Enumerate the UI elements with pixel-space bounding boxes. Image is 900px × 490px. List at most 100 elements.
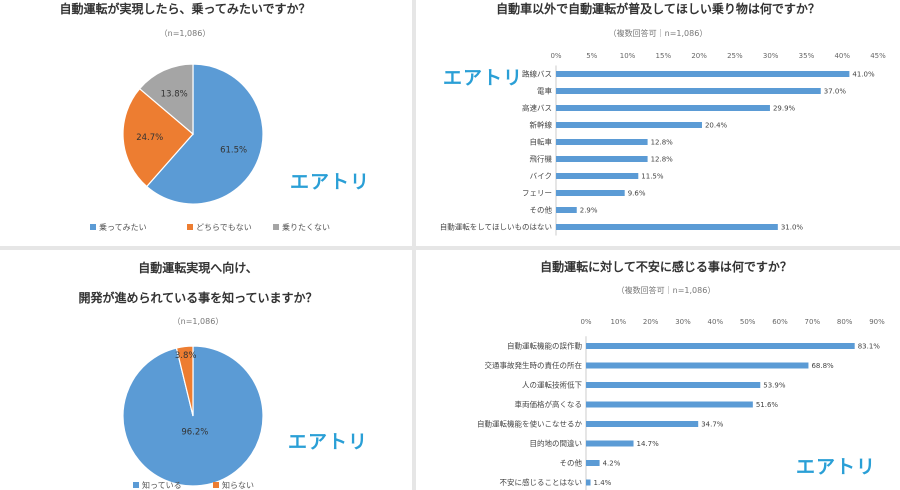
bar (556, 88, 821, 94)
category-label: 自動運転機能を使いこなせるか (477, 419, 582, 429)
pie-slice-label: 96.2% (181, 427, 208, 437)
bar (556, 224, 778, 230)
bar (556, 122, 702, 128)
legend-item: どちらでもない (196, 223, 252, 232)
x-tick-label: 90% (869, 318, 885, 326)
legend-swatch (90, 224, 96, 230)
chart-title: 自動運転実現へ向け、 (138, 260, 257, 275)
pie-slice (138, 63, 194, 136)
category-label: 不安に感じることはない (500, 477, 583, 487)
pie-chart-ride-intent: 自動運転が実現したら、乗ってみたいですか？ （n=1,086） 61.5% 24.… (59, 1, 370, 232)
bar (586, 421, 699, 427)
pie-slices (122, 345, 264, 487)
category-label: その他 (560, 458, 583, 468)
brand-logo: エアトリ (290, 171, 370, 193)
category-label: 人の運転技術低下 (522, 380, 582, 390)
category-label: その他 (530, 205, 553, 215)
pie-slice-labels: 96.2% 3.8% (175, 351, 208, 437)
data-label: 51.6% (756, 401, 779, 409)
legend-swatch (187, 224, 193, 230)
data-label: 53.9% (763, 382, 786, 390)
x-tick-label: 0% (550, 52, 561, 60)
x-tick-label: 5% (586, 52, 597, 60)
bar-series: 0% 5% 10% 15% 20% 25% 30% 35% 40% 45% 路線バス 41.0% 電車 3… (440, 52, 886, 236)
data-label: 20.4% (705, 122, 728, 130)
category-label: 新幹線 (530, 120, 553, 130)
category-label: 目的地の間違い (530, 438, 583, 448)
chart-subtitle: （複数回答可｜n=1,086） (617, 285, 716, 295)
bar (586, 440, 634, 447)
pie-slice (145, 63, 264, 205)
pie-slice-label: 61.5% (220, 145, 247, 155)
category-label: 路線バス (522, 69, 552, 79)
data-label: 37.0% (824, 88, 847, 96)
data-label: 29.9% (773, 105, 796, 113)
chart-title: 自動運転が実現したら、乗ってみたいですか？ (59, 1, 310, 16)
bar (586, 343, 855, 349)
x-tick-label: 20% (643, 318, 659, 326)
data-label: 68.8% (811, 362, 834, 370)
pie-slice-labels: 61.5% 24.7% 13.8% (136, 89, 247, 155)
pie-slice (175, 345, 194, 417)
x-tick-label: 35% (799, 52, 815, 60)
x-tick-label: 40% (834, 52, 850, 60)
pie-slice-label: 3.8% (175, 351, 197, 361)
legend-item: 知らない (222, 480, 254, 490)
legend-item: 乗りたくない (282, 222, 330, 232)
data-label: 83.1% (858, 343, 881, 351)
category-label: フェリー (522, 189, 552, 198)
bar (556, 71, 850, 77)
bar (556, 139, 648, 145)
x-tick-label: 80% (837, 318, 853, 326)
x-tick-label: 10% (620, 52, 636, 60)
x-tick-label: 40% (708, 318, 724, 326)
chart-subtitle: （n=1,086） (160, 29, 211, 38)
x-tick-label: 30% (675, 318, 691, 326)
data-label: 41.0% (852, 71, 875, 79)
pie-slices (122, 63, 264, 205)
x-tick-label: 25% (727, 52, 743, 60)
category-label: 自動運転機能の誤作動 (507, 341, 582, 351)
bar-chart-other-vehicles: 自動車以外で自動運転が普及してほしい乗り物は何ですか？ （複数回答可｜n=1,0… (440, 1, 886, 236)
chart-panel-awareness: 自動運転実現へ向け、 開発が進められている事を知っていますか？ （n=1,086… (0, 250, 412, 490)
data-label: 2.9% (580, 207, 598, 215)
category-label: 飛行機 (530, 154, 553, 164)
chart-title: 自動車以外で自動運転が普及してほしい乗り物は何ですか？ (496, 1, 820, 16)
bar (556, 173, 639, 179)
bar (586, 479, 591, 486)
x-tick-label: 15% (656, 52, 672, 60)
bar (556, 156, 648, 162)
pie-slice-label: 13.8% (161, 89, 188, 99)
bar (586, 362, 809, 369)
chart-subtitle: （n=1,086） (173, 317, 224, 326)
data-label: 14.7% (637, 440, 660, 448)
pie-slice-label: 24.7% (136, 133, 163, 143)
x-tick-label: 50% (740, 318, 756, 326)
bar-series: 0% 10% 20% 30% 40% 50% 60% 70% 80% 90% 自動運転機能の誤作動 8… (477, 318, 885, 490)
category-label: 交通事故発生時の責任の所在 (485, 360, 583, 370)
data-label: 12.8% (651, 139, 674, 147)
legend-item: 知っている (142, 480, 182, 490)
bar (586, 460, 600, 466)
chart-panel-ride-intent: 自動運転が実現したら、乗ってみたいですか？ （n=1,086） 61.5% 24.… (0, 0, 412, 246)
chart-title: 自動運転に対して不安に感じる事は何ですか？ (540, 259, 792, 274)
legend-swatch (133, 482, 139, 488)
data-label: 11.5% (641, 173, 664, 181)
chart-panel-other-vehicles: 自動車以外で自動運転が普及してほしい乗り物は何ですか？ （複数回答可｜n=1,0… (416, 0, 900, 246)
chart-legend: 乗ってみたい どちらでもない 乗りたくない (90, 222, 330, 232)
bar (556, 207, 577, 213)
brand-logo: エアトリ (796, 456, 876, 478)
data-label: 9.6% (628, 190, 646, 198)
chart-legend: 知っている 知らない (133, 480, 254, 490)
bar (556, 190, 625, 196)
legend-swatch (273, 224, 279, 230)
x-tick-label: 45% (870, 52, 886, 60)
category-label: バイク (530, 172, 552, 181)
data-label: 12.8% (651, 156, 674, 164)
chart-title-line2: 開発が進められている事を知っていますか？ (78, 290, 317, 305)
category-label: 高速バス (522, 103, 552, 113)
x-tick-label: 30% (763, 52, 779, 60)
brand-logo: エアトリ (288, 431, 368, 453)
chart-panel-concerns: 自動運転に対して不安に感じる事は何ですか？ （複数回答可｜n=1,086） 0%… (416, 250, 900, 490)
legend-item: 乗ってみたい (99, 222, 147, 232)
